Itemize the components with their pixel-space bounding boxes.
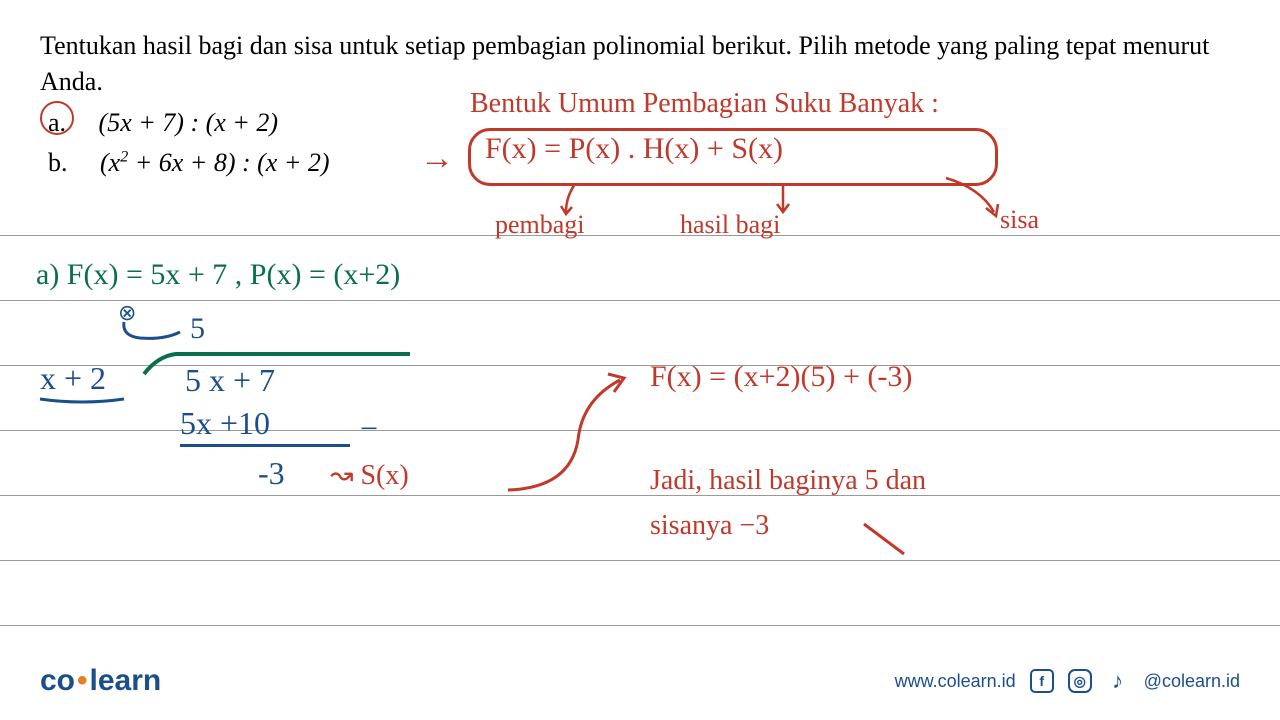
label-hasil: hasil bagi <box>680 210 780 240</box>
rule-line <box>0 495 1280 496</box>
footer: co•learn www.colearn.id f ◎ ♪ @colearn.i… <box>40 664 1240 698</box>
footer-right: www.colearn.id f ◎ ♪ @colearn.id <box>895 669 1240 693</box>
logo-right: learn <box>90 664 162 697</box>
division-bracket-icon <box>140 348 420 378</box>
logo-left: co <box>40 664 75 697</box>
result-line: F(x) = (x+2)(5) + (-3) <box>650 360 912 394</box>
quotient: 5 <box>190 312 205 346</box>
instagram-icon: ◎ <box>1068 669 1092 693</box>
label-sisa: sisa <box>1000 205 1039 235</box>
formula-body: F(x) = P(x) . H(x) + S(x) <box>485 132 783 166</box>
rule-line <box>0 235 1280 236</box>
work-line-a: a) F(x) = 5x + 7 , P(x) = (x+2) <box>36 258 400 292</box>
conclusion-2: sisanya −3 <box>650 510 769 542</box>
footer-handle: @colearn.id <box>1144 671 1240 692</box>
option-b-left: (x <box>100 148 120 177</box>
option-b: b. (x2 + 6x + 8) : (x + 2) <box>48 148 330 178</box>
subtract-rule <box>180 444 350 447</box>
minus-sign: − <box>360 410 378 447</box>
tick-icon <box>860 520 910 560</box>
conclusion-1: Jadi, hasil baginya 5 dan <box>650 465 926 497</box>
arrow-icon: → <box>420 140 454 178</box>
rule-line <box>0 300 1280 301</box>
quotient-curve-icon <box>120 318 190 346</box>
remainder: -3 <box>258 455 285 492</box>
rule-line <box>0 625 1280 626</box>
result-arrow-icon <box>500 370 640 500</box>
divisor: x + 2 <box>40 360 106 397</box>
option-b-label: b. <box>48 148 68 177</box>
tiktok-icon: ♪ <box>1106 669 1130 693</box>
facebook-icon: f <box>1030 669 1054 693</box>
logo-dot-icon: • <box>77 664 88 697</box>
divisor-underline <box>38 395 128 409</box>
option-a-expr: (5x + 7) : (x + 2) <box>99 108 278 137</box>
formula-heading: Bentuk Umum Pembagian Suku Banyak : <box>470 88 939 120</box>
option-a-label: a. <box>48 108 66 137</box>
rule-line <box>0 560 1280 561</box>
logo: co•learn <box>40 664 161 698</box>
option-a: a. (5x + 7) : (x + 2) <box>48 108 278 138</box>
dividend: 5 x + 7 <box>185 362 275 399</box>
label-pembagi: pembagi <box>495 210 585 240</box>
sub-line: 5x +10 <box>180 405 270 442</box>
footer-url: www.colearn.id <box>895 671 1016 692</box>
remainder-arrow-label: ↝ S(x) <box>330 458 409 492</box>
option-b-exp: 2 <box>120 148 128 165</box>
option-b-right: + 6x + 8) : (x + 2) <box>128 148 329 177</box>
